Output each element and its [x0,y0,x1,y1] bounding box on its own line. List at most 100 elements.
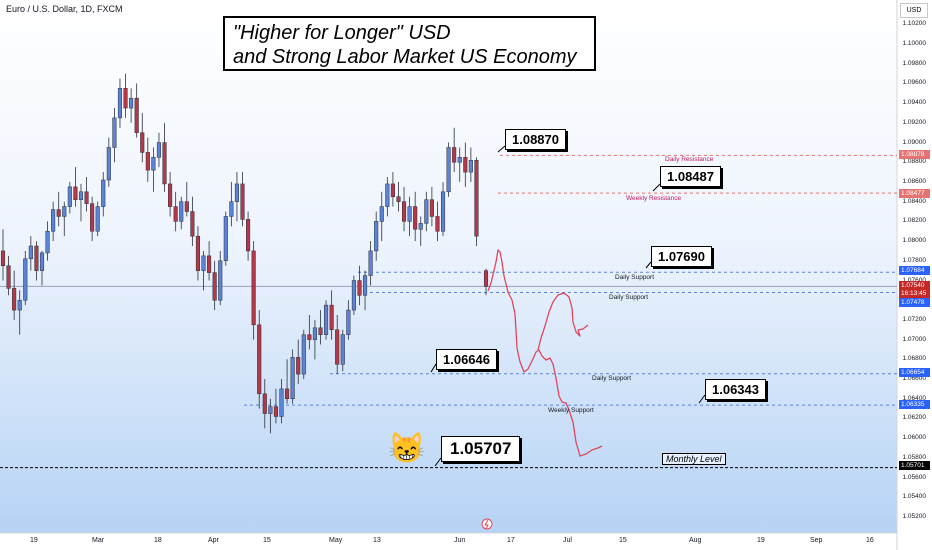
candle-body [452,147,457,163]
projection-path-down [487,249,603,457]
candle-body [151,157,156,171]
candle-body [357,280,362,296]
time-tick-label: Jul [563,537,572,544]
price-tick-label: 1.06600 [902,375,927,383]
candle-body [117,88,123,119]
title-annotation[interactable]: "Higher for Longer" USD and Strong Labor… [223,16,596,71]
price-tick-label: 1.05800 [902,453,927,461]
candle-body [385,183,390,207]
candle-body [78,191,84,200]
candle-body [435,216,440,232]
label-weekly-support: Weekly Support [548,407,594,414]
price-tick-label: 1.09000 [902,138,927,146]
candle-body [285,388,290,400]
candle-body [190,211,195,237]
price-tick-label: 1.09200 [902,118,927,126]
price-tick-label: 1.07600 [902,276,927,284]
time-tick-label: 19 [30,537,38,544]
monthly-level-label: Monthly Level [662,453,726,465]
candle-body [446,147,451,193]
price-tick-label: 1.09400 [902,99,927,107]
candle-body [457,157,462,163]
candle-body [229,201,234,217]
price-tag: 1.05701 [899,461,930,470]
callout-monthly-level[interactable]: 1.05707 [441,436,521,462]
callout-daily-support-1[interactable]: 1.07690 [651,246,712,267]
axis-background [897,0,932,550]
candle-body [257,324,262,395]
price-tick-label: 1.08800 [902,158,927,166]
symbol-header: Euro / U.S. Dollar, 1D, FXCM [6,4,123,14]
candle-body [212,272,217,301]
candle-body [129,97,134,109]
candle-body [39,252,45,271]
callout-weekly-support[interactable]: 1.06343 [705,379,766,400]
candle-body [268,406,273,414]
candle-body [173,206,178,222]
candle-body [56,209,61,217]
price-tick-label: 1.07200 [902,315,927,323]
callout-daily-support-2[interactable]: 1.06646 [436,349,497,370]
price-tag: 1.06654 [899,368,930,377]
candle-body [28,245,33,260]
candle-body [179,201,184,222]
candle-body [84,191,89,204]
candle-body [301,334,306,375]
time-tick-label: 15 [619,537,627,544]
candle-body [17,299,22,311]
callout-daily-resistance[interactable]: 1.08870 [505,129,566,150]
candle-body [0,250,6,266]
candle-body [156,142,162,158]
currency-selector[interactable]: USD [900,3,928,18]
candle-body [401,201,407,222]
candle-body [483,270,489,287]
candle-body [134,97,139,133]
time-tick-label: 17 [507,537,515,544]
price-tick-label: 1.08400 [902,197,927,205]
time-tick-label: Sep [810,537,823,544]
candle-body [251,250,256,326]
candle-body [368,250,373,276]
candle-body [123,88,128,109]
label-weekly-resistance: Weekly Resistance [626,195,682,202]
time-tick-label: May [329,537,343,544]
label-daily-resistance: Daily Resistance [665,156,714,163]
candle-body [95,206,100,232]
price-tag: 1.07478 [899,298,930,307]
candle-body [474,160,479,237]
cat-emoji-icon: 😸 [388,432,426,465]
title-line-1: "Higher for Longer" USD [233,22,451,44]
candle-body [6,265,11,289]
candle-body [218,260,223,301]
candle-body [201,255,206,271]
callout-weekly-resistance[interactable]: 1.08487 [660,166,721,187]
price-tag: 1.07684 [899,266,930,275]
candle-body [440,191,446,232]
label-daily-support-3: Daily Support [592,375,632,382]
candle-body [45,230,50,254]
candle-body [145,152,150,171]
price-tag: 1.07540 [899,281,930,290]
candle-body [262,393,267,414]
time-tick-label: 16 [866,537,874,544]
price-tick-label: 1.08000 [902,237,927,245]
candle-body [73,186,78,200]
price-tick-label: 1.09600 [902,79,927,87]
candle-body [374,221,379,252]
price-tick-label: 1.09800 [902,59,927,67]
price-tag: 1.08477 [899,189,930,198]
price-tick-label: 1.06800 [902,355,927,363]
candle-body [463,157,468,173]
candle-body [168,183,173,207]
candle-body [390,183,395,197]
price-tag: 1.06335 [899,400,930,409]
title-line-2: and Strong Labor Market US Economy [233,46,577,68]
flash-icon-bolt [484,519,489,530]
candle-body [335,329,340,365]
candle-body [184,201,189,212]
candle-body [23,258,28,301]
candle-body [62,206,67,217]
price-tick-label: 1.05600 [902,473,927,481]
callout-connector-0 [497,145,506,153]
